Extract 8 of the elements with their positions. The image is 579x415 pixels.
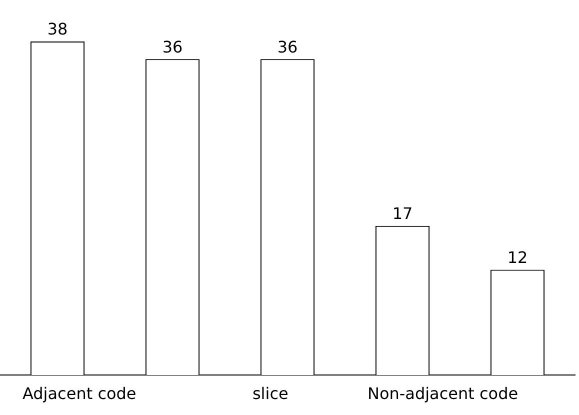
data-label: 17 [392, 204, 413, 223]
data-label: 12 [507, 248, 528, 267]
data-label: 36 [277, 37, 298, 56]
x-tick-label: Adjacent code [22, 384, 136, 404]
x-tick-label: slice [252, 384, 288, 404]
data-label: 36 [162, 37, 183, 56]
data-label: 38 [47, 20, 68, 39]
x-tick-label: Non-adjacent code [367, 384, 518, 404]
